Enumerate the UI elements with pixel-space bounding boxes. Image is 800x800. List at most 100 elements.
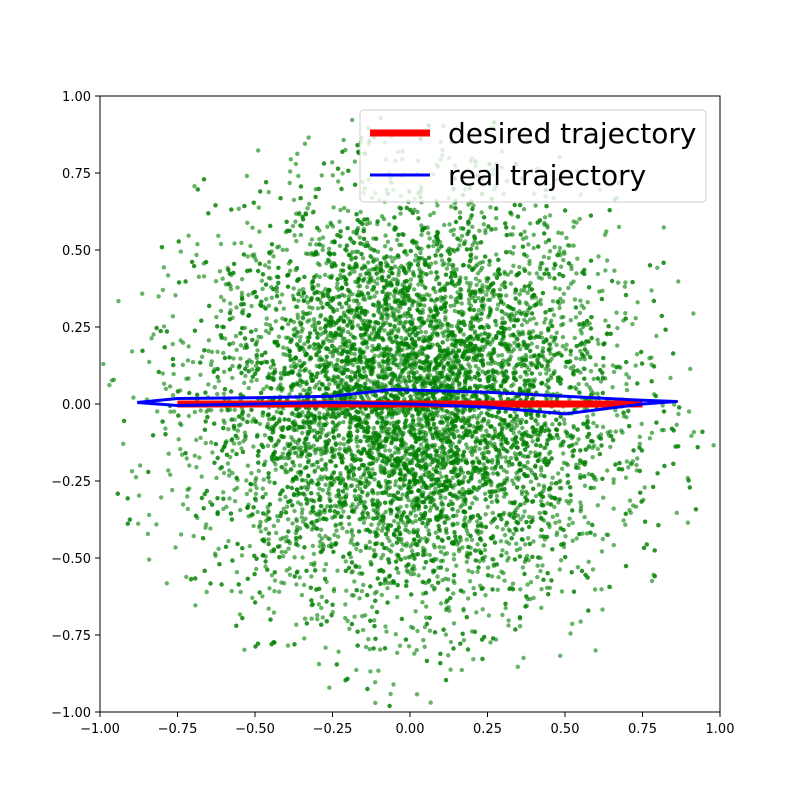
scatter-point [561, 451, 566, 456]
scatter-point [295, 304, 300, 309]
scatter-point [237, 612, 243, 617]
scatter-point [140, 291, 145, 296]
scatter-point [375, 379, 381, 385]
scatter-point [546, 367, 552, 373]
scatter-point [578, 619, 583, 624]
scatter-point [285, 517, 291, 522]
scatter-point [444, 551, 450, 556]
scatter-point [506, 541, 512, 546]
scatter-point [582, 514, 587, 520]
scatter-point [520, 236, 526, 242]
scatter-point [266, 189, 271, 195]
scatter-point [336, 433, 341, 439]
scatter-point [494, 322, 499, 328]
scatter-point [525, 302, 530, 307]
scatter-point [337, 446, 342, 452]
scatter-point [601, 363, 606, 369]
scatter-point [477, 228, 482, 233]
scatter-point [525, 582, 530, 587]
scatter-point [590, 455, 595, 460]
scatter-point [350, 319, 355, 324]
scatter-point [257, 421, 263, 427]
scatter-point [590, 445, 595, 451]
scatter-point [676, 279, 681, 284]
scatter-point [535, 563, 540, 568]
scatter-point [520, 425, 525, 431]
scatter-point [242, 647, 247, 652]
scatter-point [517, 347, 523, 352]
scatter-point [689, 433, 694, 438]
scatter-point [330, 338, 335, 344]
scatter-point [613, 429, 618, 434]
scatter-point [194, 252, 199, 258]
scatter-point [434, 557, 439, 562]
scatter-point [575, 256, 580, 261]
scatter-point [214, 314, 219, 320]
scatter-point [564, 342, 569, 347]
scatter-point [282, 446, 287, 451]
scatter-point [432, 545, 437, 550]
scatter-point [536, 433, 541, 439]
scatter-point [623, 280, 628, 285]
scatter-point [561, 257, 566, 263]
scatter-point [315, 617, 320, 622]
scatter-point [340, 526, 345, 531]
scatter-point [347, 626, 352, 631]
scatter-point [380, 552, 386, 558]
scatter-point [611, 506, 616, 511]
scatter-point [294, 582, 299, 587]
scatter-point [374, 290, 379, 295]
scatter-point [219, 408, 224, 413]
scatter-point [215, 349, 220, 354]
scatter-point [287, 572, 293, 577]
scatter-point [232, 407, 237, 413]
scatter-point [600, 607, 605, 612]
scatter-point [527, 261, 532, 267]
scatter-point [497, 287, 503, 292]
scatter-point [451, 557, 457, 562]
scatter-point [397, 643, 403, 648]
scatter-point [442, 222, 447, 228]
scatter-point [509, 349, 514, 354]
scatter-point [443, 317, 448, 322]
scatter-point [449, 410, 454, 416]
scatter-point [504, 469, 509, 475]
scatter-point [209, 359, 214, 364]
scatter-point [345, 208, 351, 214]
scatter-point [375, 491, 380, 496]
scatter-point [335, 281, 340, 286]
scatter-point [485, 361, 491, 366]
scatter-point [491, 471, 496, 476]
scatter-point [163, 386, 169, 391]
scatter-point [365, 593, 370, 598]
scatter-point [370, 467, 375, 472]
scatter-point [334, 528, 339, 533]
scatter-point [209, 349, 215, 355]
scatter-point [349, 504, 354, 509]
scatter-point [600, 536, 605, 542]
scatter-point [511, 263, 516, 268]
scatter-point [435, 574, 440, 579]
scatter-point [254, 377, 259, 383]
scatter-point [267, 479, 272, 484]
scatter-point [459, 667, 464, 673]
scatter-point [552, 244, 557, 250]
scatter-point [427, 236, 432, 241]
scatter-point [554, 342, 559, 348]
scatter-point [572, 297, 578, 302]
scatter-point [431, 243, 436, 249]
scatter-point [525, 553, 530, 559]
scatter-point [253, 363, 259, 368]
scatter-point [605, 258, 610, 263]
scatter-point [302, 636, 307, 641]
scatter-point [268, 365, 273, 370]
scatter-point [573, 315, 579, 320]
scatter-point [198, 408, 203, 413]
scatter-point [578, 509, 583, 514]
scatter-point [571, 243, 576, 248]
scatter-point [611, 369, 617, 375]
scatter-point [279, 292, 285, 297]
scatter-point [383, 448, 388, 453]
scatter-point [295, 500, 301, 505]
scatter-point [396, 327, 401, 332]
